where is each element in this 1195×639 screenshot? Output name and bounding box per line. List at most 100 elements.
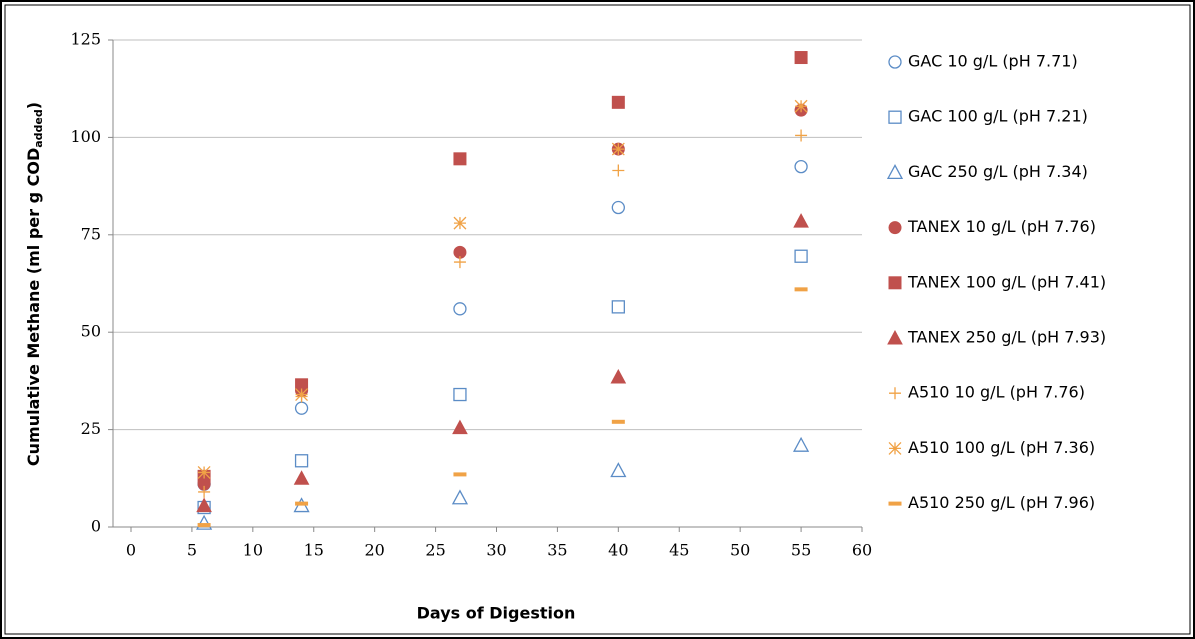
marker: [612, 164, 625, 177]
marker: [888, 276, 902, 290]
marker-shape: [794, 51, 808, 65]
marker: [794, 159, 808, 174]
marker-shape: [294, 454, 309, 468]
marker-shape: [197, 465, 211, 479]
marker: [294, 454, 309, 468]
marker: [794, 99, 808, 113]
y-tick-label: 0: [91, 517, 101, 536]
marker-shape: [794, 287, 808, 292]
marker-shape: [612, 164, 625, 177]
marker-shape: [453, 152, 467, 166]
y-label-end: ): [24, 102, 43, 109]
marker: [887, 329, 903, 345]
marker: [453, 152, 467, 166]
marker-shape: [196, 514, 213, 530]
legend-label: A510 100 g/L (pH 7.36): [908, 438, 1095, 457]
x-tick-label: 40: [608, 541, 628, 560]
marker-shape: [610, 462, 627, 478]
marker-shape: [888, 55, 902, 69]
y-tick-label: 75: [81, 224, 101, 243]
marker: [889, 387, 901, 400]
marker: [197, 465, 211, 479]
marker: [886, 164, 904, 180]
marker-shape: [889, 387, 901, 400]
marker: [794, 249, 808, 263]
marker-shape: [611, 95, 625, 109]
y-label-sub: added: [32, 109, 45, 148]
marker: [197, 523, 211, 528]
x-tick-label: 55: [791, 541, 811, 560]
marker-shape: [792, 436, 810, 452]
marker-shape: [886, 164, 904, 180]
marker: [611, 95, 625, 109]
legend-label: TANEX 100 g/L (pH 7.41): [907, 272, 1106, 291]
marker-shape: [611, 300, 625, 314]
marker-shape: [453, 256, 466, 269]
x-tick-label: 0: [126, 541, 136, 560]
marker: [293, 470, 310, 485]
marker-shape: [453, 387, 467, 402]
marker: [888, 55, 902, 69]
marker-shape: [887, 329, 903, 345]
legend-label: GAC 100 g/L (pH 7.21): [908, 107, 1088, 126]
x-axis-label: Days of Digestion: [417, 604, 576, 623]
x-tick-label: 35: [547, 541, 567, 560]
y-tick-label: 125: [70, 30, 101, 49]
marker: [295, 501, 309, 506]
marker-shape: [610, 368, 627, 384]
marker: [453, 472, 467, 477]
y-tick-label: 25: [81, 419, 101, 438]
marker: [611, 419, 625, 424]
x-tick-label: 5: [187, 541, 197, 560]
marker: [888, 221, 902, 235]
x-tick-label: 10: [243, 541, 263, 560]
marker: [888, 501, 902, 506]
marker: [794, 287, 808, 292]
marker-shape: [453, 216, 467, 230]
marker: [453, 302, 467, 316]
inner-frame: [4, 4, 1191, 635]
marker: [888, 441, 902, 455]
legend-label: TANEX 250 g/L (pH 7.93): [907, 328, 1106, 347]
marker-shape: [198, 485, 211, 498]
marker-shape: [888, 276, 902, 290]
marker-shape: [196, 497, 212, 513]
marker: [452, 419, 468, 435]
marker: [793, 213, 809, 228]
marker: [610, 462, 627, 478]
marker: [196, 514, 213, 530]
y-label-main: Cumulative Methane (ml per g COD: [24, 148, 43, 466]
marker: [611, 142, 625, 156]
marker-shape: [611, 419, 625, 424]
marker-shape: [888, 221, 902, 235]
x-tick-label: 45: [669, 541, 689, 560]
marker: [794, 51, 808, 65]
marker-shape: [794, 249, 808, 263]
x-tick-label: 15: [304, 541, 324, 560]
marker: [610, 368, 627, 384]
marker: [451, 489, 469, 505]
marker-shape: [793, 213, 809, 228]
marker-shape: [451, 489, 469, 505]
marker: [453, 387, 467, 402]
marker-shape: [453, 472, 467, 477]
x-tick-label: 30: [486, 541, 506, 560]
marker-shape: [293, 470, 310, 485]
y-tick-label: 50: [81, 322, 101, 341]
y-axis-label: Cumulative Methane (ml per g CODadded): [24, 102, 46, 466]
marker-shape: [452, 419, 468, 435]
marker-shape: [197, 523, 211, 528]
x-tick-label: 60: [852, 541, 872, 560]
marker-shape: [888, 501, 902, 506]
marker: [198, 485, 211, 498]
marker-shape: [888, 110, 902, 124]
marker: [453, 256, 466, 269]
legend-label: GAC 250 g/L (pH 7.34): [908, 162, 1088, 181]
marker: [196, 497, 212, 513]
marker: [453, 216, 467, 230]
legend-label: TANEX 10 g/L (pH 7.76): [907, 217, 1096, 236]
marker: [795, 129, 808, 142]
y-tick-label: 100: [70, 127, 101, 146]
